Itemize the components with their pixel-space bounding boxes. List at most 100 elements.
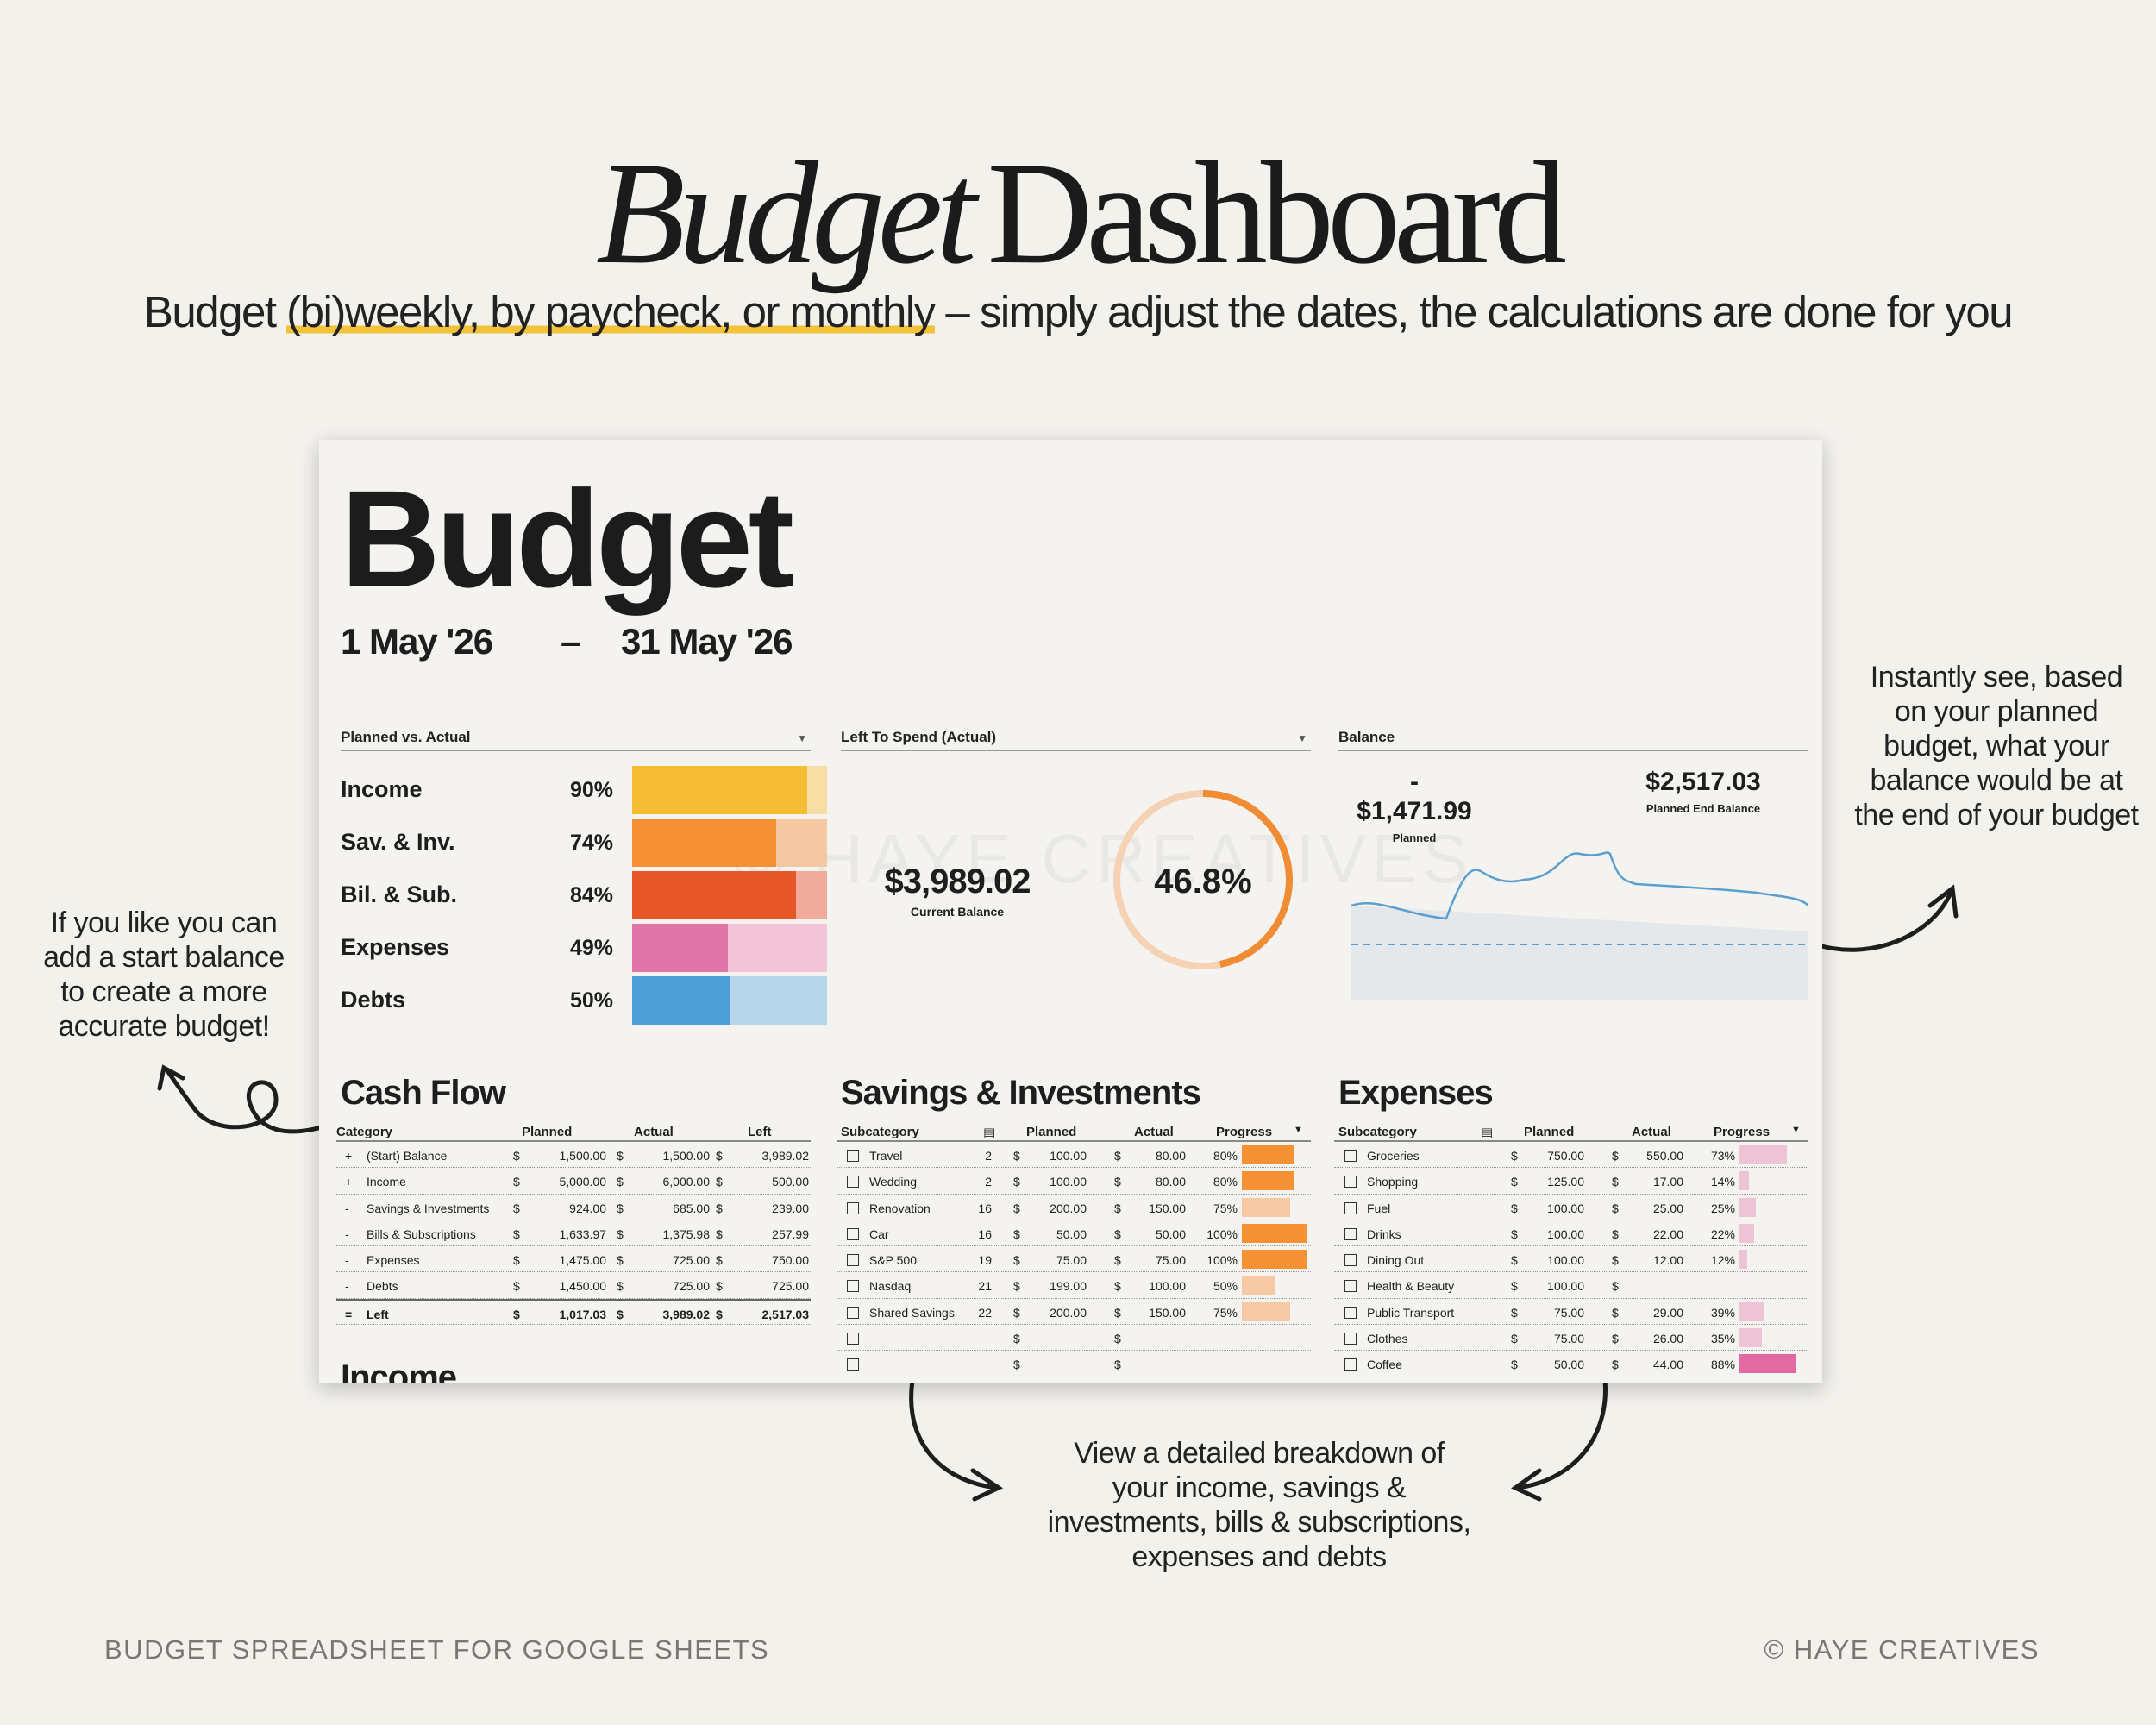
cell-planned[interactable]: 100.00 (1547, 1253, 1584, 1268)
row-day[interactable]: 16 (978, 1226, 992, 1241)
cell-actual[interactable]: 50.00 (1155, 1226, 1186, 1241)
row-checkbox[interactable] (847, 1358, 859, 1371)
cell-actual[interactable]: 725.00 (673, 1279, 710, 1294)
row-checkbox[interactable] (1344, 1280, 1357, 1293)
row-day[interactable]: 2 (985, 1149, 992, 1163)
row-checkbox[interactable] (1344, 1227, 1357, 1240)
row-subcategory[interactable]: Dining Out (1367, 1253, 1425, 1268)
cell-actual[interactable]: 150.00 (1149, 1201, 1186, 1215)
cell-planned[interactable]: 5,000.00 (559, 1175, 607, 1189)
row-checkbox[interactable] (1344, 1150, 1357, 1162)
cell-planned[interactable]: 1,500.00 (559, 1149, 607, 1163)
dropdown-caret-icon[interactable]: ▼ (797, 732, 807, 744)
row-checkbox[interactable] (1344, 1306, 1357, 1319)
cell-actual[interactable]: 29.00 (1652, 1305, 1683, 1320)
cell-actual[interactable]: 80.00 (1155, 1149, 1186, 1163)
dropdown-caret-icon[interactable]: ▼ (1297, 732, 1307, 744)
cell-planned[interactable]: 199.00 (1050, 1279, 1087, 1294)
row-subcategory[interactable]: Drinks (1367, 1226, 1401, 1241)
row-checkbox[interactable] (847, 1201, 859, 1214)
cell-actual[interactable]: 3,989.02 (662, 1307, 711, 1321)
row-subcategory[interactable]: Coffee (1367, 1358, 1402, 1372)
row-checkbox[interactable] (1344, 1333, 1357, 1346)
cell-left[interactable]: 3,989.02 (761, 1149, 810, 1163)
row-checkbox[interactable] (1344, 1176, 1357, 1189)
row-day[interactable]: 2 (985, 1175, 992, 1189)
row-subcategory[interactable]: Shared Savings (869, 1305, 955, 1320)
cell-planned[interactable]: 750.00 (1547, 1149, 1584, 1163)
cell-planned[interactable]: 1,475.00 (559, 1253, 607, 1268)
row-subcategory[interactable]: Renovation (869, 1201, 931, 1215)
cell-planned[interactable]: 75.00 (1553, 1305, 1584, 1320)
row-subcategory[interactable]: Clothes (1367, 1332, 1408, 1346)
cell-planned[interactable]: 100.00 (1050, 1149, 1087, 1163)
cell-actual[interactable]: 75.00 (1155, 1253, 1186, 1268)
cell-planned[interactable]: 1,633.97 (559, 1226, 607, 1241)
currency-symbol: $ (716, 1307, 723, 1321)
cell-actual[interactable]: 80.00 (1155, 1175, 1186, 1189)
cell-planned[interactable]: 1,017.03 (559, 1307, 607, 1321)
row-day[interactable]: 16 (978, 1201, 992, 1215)
cell-left[interactable]: 500.00 (772, 1175, 809, 1189)
cell-planned[interactable]: 50.00 (1553, 1358, 1584, 1372)
date-start[interactable]: 1 May '26 (341, 621, 493, 662)
cell-planned[interactable]: 125.00 (1547, 1175, 1584, 1189)
cell-actual[interactable]: 26.00 (1652, 1332, 1683, 1346)
cell-planned[interactable]: 100.00 (1547, 1201, 1584, 1215)
row-subcategory[interactable]: Public Transport (1367, 1305, 1455, 1320)
row-subcategory[interactable]: Fuel (1367, 1201, 1391, 1215)
row-checkbox[interactable] (847, 1333, 859, 1346)
cell-planned[interactable]: 100.00 (1050, 1175, 1087, 1189)
cell-left[interactable]: 239.00 (772, 1201, 809, 1215)
row-subcategory[interactable]: S&P 500 (869, 1253, 918, 1268)
row-checkbox[interactable] (847, 1306, 859, 1319)
cell-planned[interactable]: 924.00 (569, 1201, 606, 1215)
row-checkbox[interactable] (847, 1254, 859, 1267)
cell-actual[interactable]: 22.00 (1652, 1226, 1683, 1241)
row-subcategory[interactable]: Wedding (869, 1175, 918, 1189)
row-day[interactable]: 22 (978, 1305, 992, 1320)
cell-planned[interactable]: 50.00 (1056, 1226, 1087, 1241)
cell-planned[interactable]: 200.00 (1050, 1305, 1087, 1320)
cell-actual[interactable]: 725.00 (673, 1253, 710, 1268)
date-end[interactable]: 31 May '26 (621, 621, 793, 662)
cell-left[interactable]: 750.00 (772, 1253, 809, 1268)
row-day[interactable]: 21 (978, 1279, 992, 1294)
filter-caret-icon[interactable]: ▼ (1294, 1125, 1303, 1135)
row-checkbox[interactable] (847, 1150, 859, 1162)
cell-actual[interactable]: 6,000.00 (662, 1175, 711, 1189)
filter-caret-icon[interactable]: ▼ (1791, 1125, 1801, 1135)
row-subcategory[interactable]: Travel (869, 1149, 903, 1163)
cell-left[interactable]: 2,517.03 (761, 1307, 810, 1321)
cell-actual[interactable]: 44.00 (1652, 1358, 1683, 1372)
cell-actual[interactable]: 25.00 (1652, 1201, 1683, 1215)
cell-planned[interactable]: 100.00 (1547, 1279, 1584, 1294)
cell-left[interactable]: 257.99 (772, 1226, 809, 1241)
cell-planned[interactable]: 1,450.00 (559, 1279, 607, 1294)
row-checkbox[interactable] (847, 1227, 859, 1240)
row-checkbox[interactable] (847, 1176, 859, 1189)
cell-actual[interactable]: 685.00 (673, 1201, 710, 1215)
row-subcategory[interactable]: Groceries (1367, 1149, 1420, 1163)
row-day[interactable]: 19 (978, 1253, 992, 1268)
cell-planned[interactable]: 100.00 (1547, 1226, 1584, 1241)
cell-actual[interactable]: 17.00 (1652, 1175, 1683, 1189)
row-checkbox[interactable] (1344, 1254, 1357, 1267)
row-subcategory[interactable]: Shopping (1367, 1175, 1419, 1189)
cell-planned[interactable]: 75.00 (1056, 1253, 1087, 1268)
cell-actual[interactable]: 1,500.00 (662, 1149, 711, 1163)
cell-left[interactable]: 725.00 (772, 1279, 809, 1294)
row-checkbox[interactable] (847, 1280, 859, 1293)
row-subcategory[interactable]: Car (869, 1226, 889, 1241)
row-subcategory[interactable]: Nasdaq (869, 1279, 912, 1294)
cell-actual[interactable]: 1,375.98 (662, 1226, 711, 1241)
cell-actual[interactable]: 12.00 (1652, 1253, 1683, 1268)
cell-actual[interactable]: 150.00 (1149, 1305, 1186, 1320)
cell-planned[interactable]: 75.00 (1553, 1332, 1584, 1346)
row-subcategory[interactable]: Health & Beauty (1367, 1279, 1455, 1294)
row-checkbox[interactable] (1344, 1201, 1357, 1214)
cell-actual[interactable]: 550.00 (1646, 1149, 1683, 1163)
cell-actual[interactable]: 100.00 (1149, 1279, 1186, 1294)
cell-planned[interactable]: 200.00 (1050, 1201, 1087, 1215)
row-checkbox[interactable] (1344, 1358, 1357, 1371)
